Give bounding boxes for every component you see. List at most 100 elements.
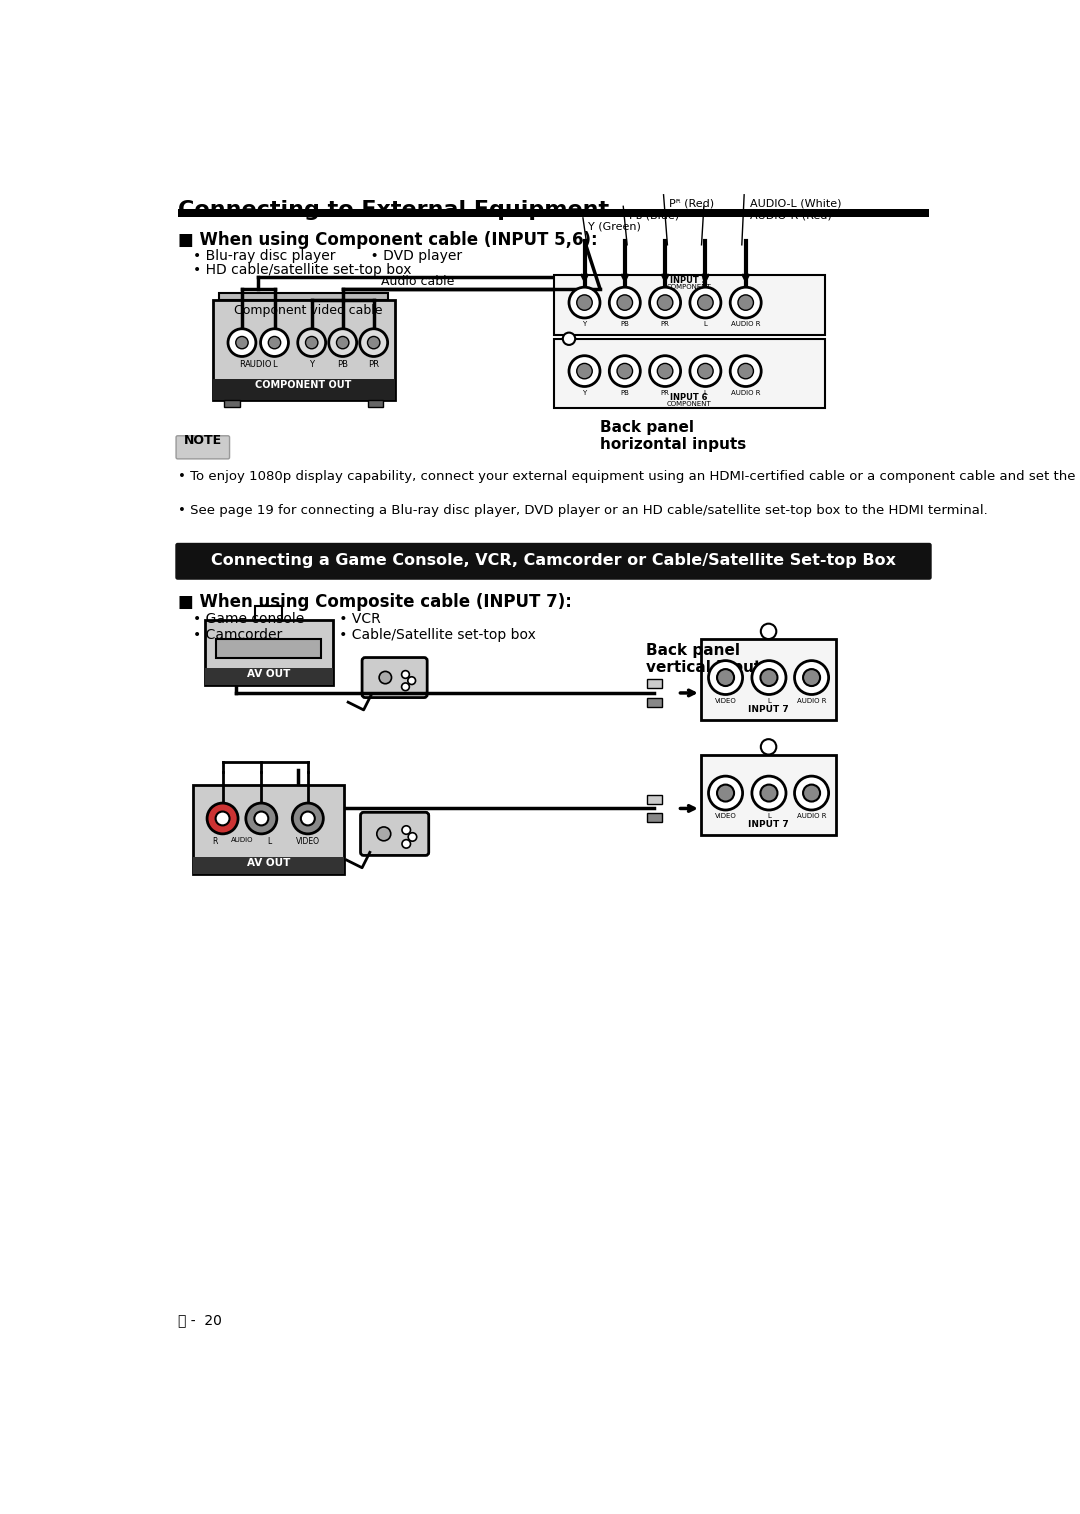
Circle shape [402, 840, 410, 848]
Text: AUDIO: AUDIO [244, 359, 272, 368]
Circle shape [301, 812, 314, 825]
Text: Y: Y [309, 359, 314, 368]
Text: • Blu-ray disc player        • DVD player: • Blu-ray disc player • DVD player [193, 248, 462, 262]
Circle shape [207, 802, 238, 834]
FancyBboxPatch shape [361, 813, 429, 855]
Circle shape [708, 777, 743, 810]
FancyBboxPatch shape [193, 857, 345, 874]
Text: VIDEO: VIDEO [715, 698, 737, 704]
Text: L: L [272, 359, 276, 368]
Text: AUDIO: AUDIO [231, 837, 253, 843]
FancyBboxPatch shape [554, 339, 825, 409]
FancyBboxPatch shape [218, 292, 389, 300]
Text: AUDIO-R (Red): AUDIO-R (Red) [750, 210, 832, 220]
Text: L: L [703, 321, 707, 327]
Text: Pᴿ (Red): Pᴿ (Red) [669, 198, 714, 209]
Circle shape [804, 784, 820, 801]
Text: INPUT 7: INPUT 7 [748, 821, 788, 830]
Text: AV OUT: AV OUT [247, 669, 291, 678]
Text: COMPONENT: COMPONENT [666, 285, 712, 291]
Text: ■ When using Composite cable (INPUT 7):: ■ When using Composite cable (INPUT 7): [177, 593, 571, 610]
Text: VIDEO: VIDEO [715, 813, 737, 819]
Text: ⓔ -  20: ⓔ - 20 [177, 1313, 221, 1326]
Text: Y: Y [582, 321, 586, 327]
Circle shape [228, 329, 256, 356]
Circle shape [738, 363, 754, 378]
Text: PR: PR [661, 321, 670, 327]
Text: L: L [767, 698, 771, 704]
Text: • Camcorder             • Cable/Satellite set-top box: • Camcorder • Cable/Satellite set-top bo… [193, 627, 536, 642]
Text: PB: PB [620, 389, 630, 395]
Text: • See page 19 for connecting a Blu-ray disc player, DVD player or an HD cable/sa: • See page 19 for connecting a Blu-ray d… [177, 504, 987, 518]
FancyBboxPatch shape [216, 639, 321, 659]
Text: INPUT 7: INPUT 7 [748, 704, 788, 713]
Text: L: L [767, 813, 771, 819]
Text: Component video cable: Component video cable [234, 304, 383, 316]
Circle shape [760, 669, 778, 686]
Circle shape [246, 802, 276, 834]
Text: INPUT 6: INPUT 6 [671, 394, 707, 401]
FancyBboxPatch shape [701, 754, 836, 836]
Circle shape [268, 336, 281, 348]
Circle shape [698, 363, 713, 378]
Text: R: R [212, 837, 217, 846]
Text: PB: PB [620, 321, 630, 327]
Circle shape [298, 329, 326, 356]
FancyBboxPatch shape [647, 680, 662, 689]
Circle shape [216, 812, 230, 825]
FancyBboxPatch shape [193, 786, 345, 874]
Circle shape [658, 295, 673, 310]
FancyBboxPatch shape [205, 668, 333, 686]
Circle shape [649, 288, 680, 318]
Text: INPUT 5: INPUT 5 [671, 277, 707, 286]
Circle shape [617, 363, 633, 378]
FancyBboxPatch shape [176, 436, 230, 459]
Circle shape [617, 295, 633, 310]
Text: Pʙ (Blue): Pʙ (Blue) [629, 210, 679, 220]
Text: PB: PB [337, 359, 348, 368]
Circle shape [367, 336, 380, 348]
Text: AUDIO R: AUDIO R [797, 813, 826, 819]
Circle shape [260, 329, 288, 356]
Text: Connecting to External Equipment: Connecting to External Equipment [177, 200, 609, 220]
Circle shape [402, 671, 409, 678]
Circle shape [752, 660, 786, 695]
Circle shape [760, 739, 777, 754]
FancyBboxPatch shape [255, 606, 282, 619]
Circle shape [293, 802, 323, 834]
Circle shape [377, 827, 391, 840]
Text: • HD cable/satellite set-top box: • HD cable/satellite set-top box [193, 263, 411, 277]
Circle shape [760, 784, 778, 801]
Circle shape [795, 660, 828, 695]
Circle shape [360, 329, 388, 356]
FancyBboxPatch shape [213, 378, 394, 400]
Text: Back panel
horizontal inputs: Back panel horizontal inputs [600, 419, 746, 453]
FancyBboxPatch shape [647, 813, 662, 822]
Circle shape [658, 363, 673, 378]
Circle shape [717, 669, 734, 686]
Text: PR: PR [368, 359, 379, 368]
FancyBboxPatch shape [213, 300, 394, 400]
FancyBboxPatch shape [367, 400, 383, 407]
Text: NOTE: NOTE [184, 435, 222, 447]
Circle shape [255, 812, 268, 825]
Circle shape [738, 295, 754, 310]
Circle shape [760, 624, 777, 639]
Text: PR: PR [661, 389, 670, 395]
Text: Back panel
vertical inputs: Back panel vertical inputs [647, 643, 771, 675]
FancyBboxPatch shape [362, 657, 428, 698]
Circle shape [577, 295, 592, 310]
Circle shape [379, 671, 392, 684]
Circle shape [804, 669, 820, 686]
FancyBboxPatch shape [225, 400, 240, 407]
Circle shape [328, 329, 356, 356]
Circle shape [569, 288, 600, 318]
Circle shape [402, 683, 409, 690]
Text: • Game console        • VCR: • Game console • VCR [193, 612, 381, 627]
Circle shape [708, 660, 743, 695]
Text: COMPONENT OUT: COMPONENT OUT [255, 380, 352, 391]
Circle shape [690, 288, 721, 318]
Circle shape [337, 336, 349, 348]
FancyBboxPatch shape [554, 276, 825, 335]
FancyBboxPatch shape [647, 698, 662, 707]
